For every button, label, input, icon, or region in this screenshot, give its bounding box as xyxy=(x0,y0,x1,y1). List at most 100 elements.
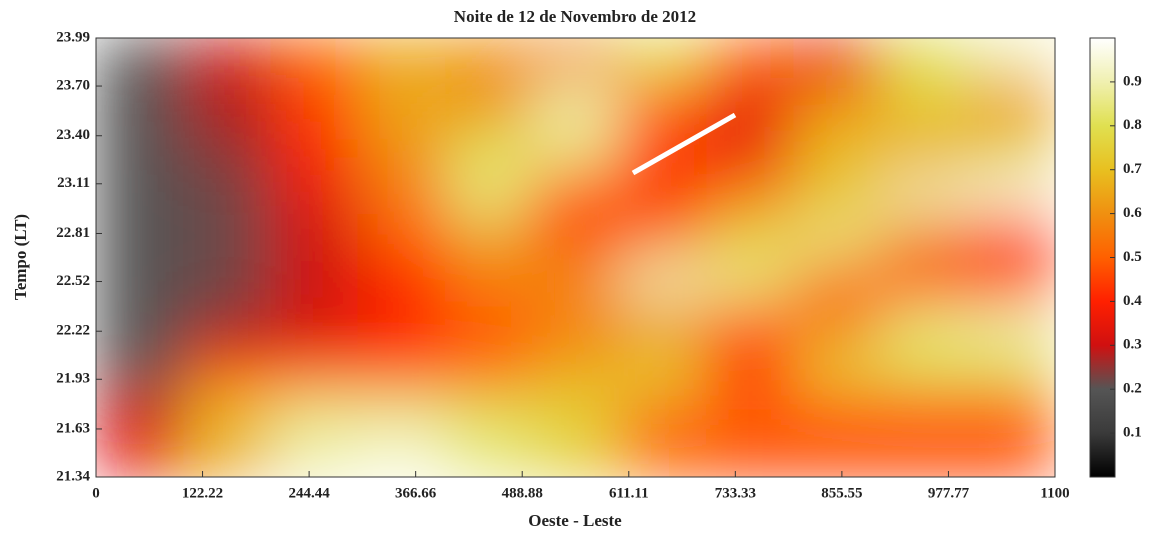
heatmap-cell xyxy=(880,213,969,258)
heatmap-cell xyxy=(967,433,1055,477)
heatmap-cell xyxy=(706,213,794,258)
x-tick-label: 366.66 xyxy=(395,485,437,501)
heatmap-cell xyxy=(531,257,620,302)
heatmap-cell xyxy=(619,38,707,83)
heatmap-cell xyxy=(706,125,794,171)
annotation-line xyxy=(631,112,737,176)
heatmap-cell xyxy=(531,169,620,215)
heatmap-cell xyxy=(967,301,1055,346)
heatmap-cell xyxy=(270,125,359,171)
colorbar-tick-label: 0.2 xyxy=(1123,381,1142,397)
heatmap-cell xyxy=(357,389,446,434)
heatmap-cell xyxy=(96,213,184,258)
heatmap-cell xyxy=(444,38,533,83)
heatmap-cell xyxy=(880,389,969,434)
heatmap-cell xyxy=(183,257,271,302)
heatmap-cell xyxy=(531,81,620,127)
heatmap-cell xyxy=(183,81,271,127)
heatmap-cell xyxy=(357,345,446,390)
colorbar-tick-label: 0.3 xyxy=(1123,337,1142,353)
heatmap-cell xyxy=(96,257,184,302)
heatmap-cell xyxy=(96,81,184,127)
heatmap-cell xyxy=(967,345,1055,390)
heatmap-cell xyxy=(967,389,1055,434)
heatmap-cell xyxy=(270,213,359,258)
y-tick-label: 23.99 xyxy=(56,29,90,45)
heatmap-cell xyxy=(270,433,359,477)
heatmap-cell xyxy=(880,257,969,302)
heatmap-cell xyxy=(357,213,446,258)
heatmap-cell xyxy=(706,38,794,83)
heatmap-cell xyxy=(444,301,533,346)
heatmap-cell xyxy=(619,169,707,215)
colorbar-tick-label: 0.6 xyxy=(1123,205,1142,221)
heatmap-cell xyxy=(96,389,184,434)
heatmap-cell xyxy=(531,433,620,477)
colorbar-tick-label: 0.1 xyxy=(1123,425,1142,441)
y-tick-label: 22.22 xyxy=(56,323,90,339)
heatmap-cell xyxy=(967,38,1055,83)
heatmap-cell xyxy=(270,81,359,127)
colorbar-tick-label: 0.5 xyxy=(1123,249,1142,265)
x-tick-label: 855.55 xyxy=(821,485,862,501)
heatmap-cell xyxy=(270,257,359,302)
x-axis-label: Oeste - Leste xyxy=(528,511,622,530)
heatmap-cell xyxy=(270,345,359,390)
heatmap-cell xyxy=(96,301,184,346)
colorbar-tick-label: 0.7 xyxy=(1123,161,1142,177)
heatmap-cell xyxy=(880,301,969,346)
x-tick-label: 488.88 xyxy=(502,485,543,501)
heatmap-cell xyxy=(96,433,184,477)
heatmap-cell xyxy=(793,433,882,477)
heatmap-cell xyxy=(619,433,707,477)
heatmap-cell xyxy=(444,433,533,477)
y-tick-label: 23.40 xyxy=(56,127,90,143)
heatmap-cell xyxy=(793,257,882,302)
heatmap-cell xyxy=(880,125,969,171)
heatmap-cell xyxy=(357,125,446,171)
heatmap-cell xyxy=(270,169,359,215)
heatmap-cell xyxy=(967,257,1055,302)
y-tick-label: 23.70 xyxy=(56,77,90,93)
colorbar-tick-label: 0.4 xyxy=(1123,293,1142,309)
y-tick-label: 21.63 xyxy=(56,420,90,436)
heatmap-cell xyxy=(880,345,969,390)
colorbar-tick-label: 0.8 xyxy=(1123,117,1142,133)
heatmap-cell xyxy=(706,433,794,477)
heatmap-cell xyxy=(793,38,882,83)
heatmap-cell xyxy=(444,213,533,258)
heatmap-cell xyxy=(357,301,446,346)
x-tick-label: 0 xyxy=(92,485,100,501)
heatmap-cell xyxy=(183,169,271,215)
heatmap-cell xyxy=(706,345,794,390)
heatmap-cell xyxy=(706,169,794,215)
heatmap-cell xyxy=(183,433,271,477)
heatmap-cell xyxy=(967,125,1055,171)
heatmap-cell xyxy=(357,433,446,477)
heatmap-cell xyxy=(793,169,882,215)
x-tick-label: 1100 xyxy=(1040,485,1069,501)
heatmap-cell xyxy=(183,38,271,83)
heatmap-cell xyxy=(183,389,271,434)
x-tick-label: 611.11 xyxy=(609,485,649,501)
heatmap-cell xyxy=(531,38,620,83)
heatmap-cell xyxy=(270,301,359,346)
x-tick-label: 122.22 xyxy=(182,485,223,501)
heatmap-cell xyxy=(444,125,533,171)
heatmap-cell xyxy=(793,125,882,171)
heatmap-cell xyxy=(880,433,969,477)
y-tick-label: 23.11 xyxy=(57,175,90,191)
heatmap-cell xyxy=(880,81,969,127)
x-tick-label: 733.33 xyxy=(715,485,756,501)
heatmap-cell xyxy=(793,213,882,258)
heatmap-cell xyxy=(880,38,969,83)
heatmap-cell xyxy=(531,389,620,434)
heatmap-cell xyxy=(357,169,446,215)
heatmap-cell xyxy=(270,389,359,434)
heatmap-cell xyxy=(357,257,446,302)
heatmap-cell xyxy=(793,301,882,346)
heatmap-cell xyxy=(183,125,271,171)
chart-title: Noite de 12 de Novembro de 2012 xyxy=(454,7,696,26)
y-tick-label: 21.93 xyxy=(56,371,90,387)
